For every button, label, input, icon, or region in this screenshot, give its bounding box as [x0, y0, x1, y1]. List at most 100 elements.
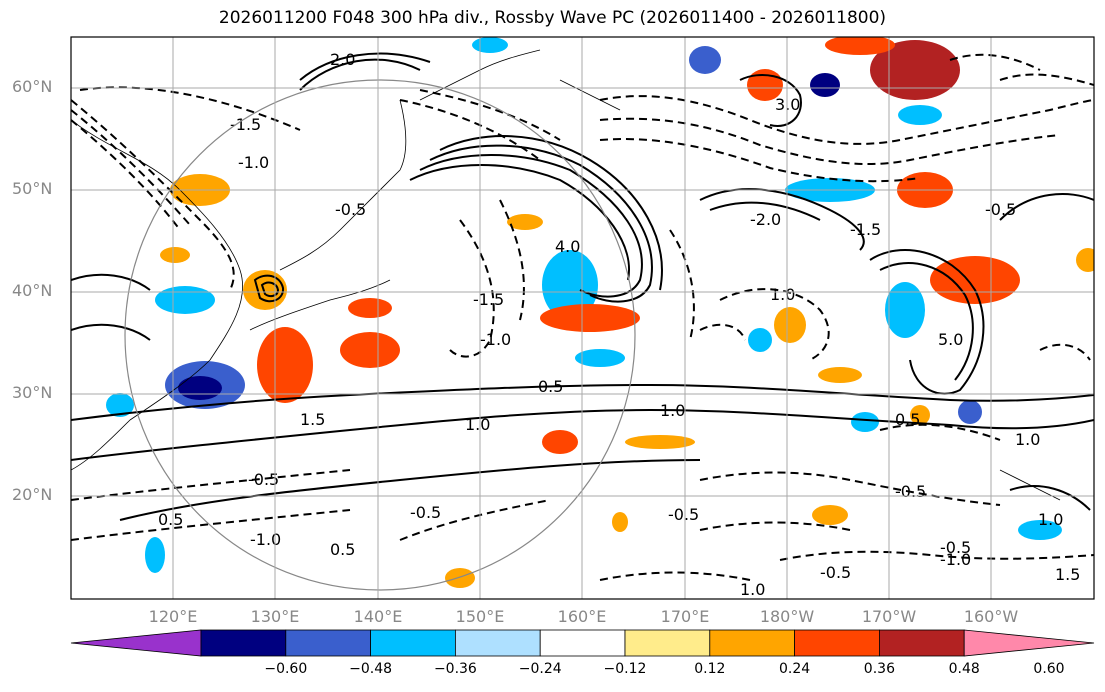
- colorbar-tick-label: 0.24: [779, 661, 811, 677]
- colorbar-segment: [794, 629, 880, 657]
- contour-label: 1.5: [1055, 565, 1080, 584]
- contour-label: -1.5: [850, 220, 881, 239]
- contour-label: -1.5: [230, 115, 261, 134]
- blob-pos-1: [257, 327, 313, 403]
- contour-label: -0.5: [985, 200, 1016, 219]
- lon-label-170w: 170°W: [861, 607, 917, 626]
- blob-neg-10: [689, 46, 721, 74]
- blob-pos-21: [910, 405, 930, 425]
- lon-label-160e: 160°E: [557, 607, 607, 626]
- divergence-shading: [106, 37, 1094, 588]
- contour-label: -2.0: [750, 210, 781, 229]
- contour-label: -0.5: [820, 563, 851, 582]
- contour-label: 1.0: [660, 401, 685, 420]
- blob-neg-15: [1018, 520, 1062, 540]
- colorbar-segment: [879, 629, 965, 657]
- colorbar-tick-label: 0.12: [694, 661, 726, 677]
- projection-circle: [124, 79, 636, 591]
- contour-label: -1.0: [250, 530, 281, 549]
- lon-label-130e: 130°E: [250, 607, 300, 626]
- lon-label-150e: 150°E: [455, 607, 505, 626]
- blob-pos-22: [612, 512, 628, 532]
- contour-label: 1.5: [300, 410, 325, 429]
- contour-label: 0.5: [895, 410, 920, 429]
- colorbar-segment: [709, 629, 795, 657]
- blob-pos-12: [625, 435, 695, 449]
- colorbar-segment: [370, 629, 456, 657]
- blob-neg-16: [748, 328, 772, 352]
- contour-label: -1.0: [238, 153, 269, 172]
- blob-pos-5: [540, 304, 640, 332]
- contour-label: -1.5: [473, 290, 504, 309]
- blob-neg-5: [542, 250, 598, 320]
- blob-neg-4: [106, 393, 134, 417]
- lon-label-170e: 170°E: [660, 607, 710, 626]
- negative-contours: [71, 53, 1094, 581]
- contour-label: -0.5: [410, 503, 441, 522]
- lat-label-20n: 20°N: [12, 485, 53, 504]
- colorbar-tick-label: −0.60: [264, 661, 308, 677]
- blob-neg-3: [155, 286, 215, 314]
- contour-label: 1.0: [1015, 430, 1040, 449]
- contour-label: 1.0: [740, 580, 765, 599]
- colorbar-tick-label: −0.12: [603, 661, 647, 677]
- lat-label-50n: 50°N: [12, 179, 53, 198]
- contour-labels: 0.5 1.0 1.0 1.5 0.5 0.5 1.0 1.0 1.0 0.5 …: [158, 50, 1080, 599]
- lat-label-60n: 60°N: [12, 77, 53, 96]
- colorbar-tick-label: 0.60: [1033, 661, 1065, 677]
- blob-pos-11: [542, 430, 578, 454]
- lon-label-180w: 180°W: [759, 607, 815, 626]
- lon-label-120e: 120°E: [148, 607, 198, 626]
- colorbar-tick-label: −0.36: [433, 661, 477, 677]
- lon-label-160w: 160°W: [963, 607, 1019, 626]
- contour-label: -1.0: [940, 550, 971, 569]
- contour-label: 3.0: [775, 95, 800, 114]
- contour-label: -0.5: [335, 200, 366, 219]
- contour-label: -0.5: [668, 505, 699, 524]
- lat-label-40n: 40°N: [12, 281, 53, 300]
- blob-pos-8: [870, 40, 960, 100]
- colorbar-tick-label: −0.48: [349, 661, 393, 677]
- blob-pos-20: [818, 367, 862, 383]
- contour-label: 1.0: [770, 285, 795, 304]
- blob-pos-18: [1076, 248, 1094, 272]
- contour-label: 1.0: [1038, 510, 1063, 529]
- colorbar-segment: [285, 629, 371, 657]
- contour-label: 5.0: [938, 330, 963, 349]
- colorbar-segment: [539, 629, 626, 657]
- blob-neg-13: [898, 105, 942, 125]
- blob-pos-19: [160, 247, 190, 263]
- blob-neg-14: [145, 537, 165, 573]
- blob-pos-16: [445, 568, 475, 588]
- blob-pos-13: [774, 307, 806, 343]
- contour-label: -0.5: [940, 538, 971, 557]
- blob-neg-9: [810, 73, 840, 97]
- contour-label: 4.0: [555, 237, 580, 256]
- colorbar-extend-min: [70, 629, 202, 657]
- colorbar-tick-label: 0.48: [948, 661, 980, 677]
- blob-pos-17: [812, 505, 848, 525]
- colorbar-extend-max: [963, 629, 1095, 657]
- blob-neg-7: [885, 282, 925, 338]
- lat-label-30n: 30°N: [12, 383, 53, 402]
- colorbar: [70, 629, 1095, 657]
- colorbar-tick-label: −0.24: [518, 661, 562, 677]
- colorbar-segment: [624, 629, 711, 657]
- blob-neg-11: [958, 400, 982, 424]
- blob-pos-15: [507, 214, 543, 230]
- blob-neg-6: [575, 349, 625, 367]
- blob-neg-2: [178, 376, 222, 400]
- contour-label: 1.0: [465, 415, 490, 434]
- lon-label-140e: 140°E: [353, 607, 403, 626]
- colorbar-segment: [454, 629, 541, 657]
- contour-label: 0.5: [158, 510, 183, 529]
- gridlines: [71, 37, 1094, 599]
- plot-frame: [70, 36, 1095, 600]
- map-plot: 0.5 1.0 1.0 1.5 0.5 0.5 1.0 1.0 1.0 0.5 …: [70, 36, 1095, 600]
- blob-pos-4: [348, 298, 392, 318]
- colorbar-tick-label: 0.36: [863, 661, 895, 677]
- contour-label: -0.5: [895, 482, 926, 501]
- blob-pos-9: [825, 37, 895, 55]
- contour-label: 2.0: [330, 50, 355, 69]
- contour-label: 0.5: [330, 540, 355, 559]
